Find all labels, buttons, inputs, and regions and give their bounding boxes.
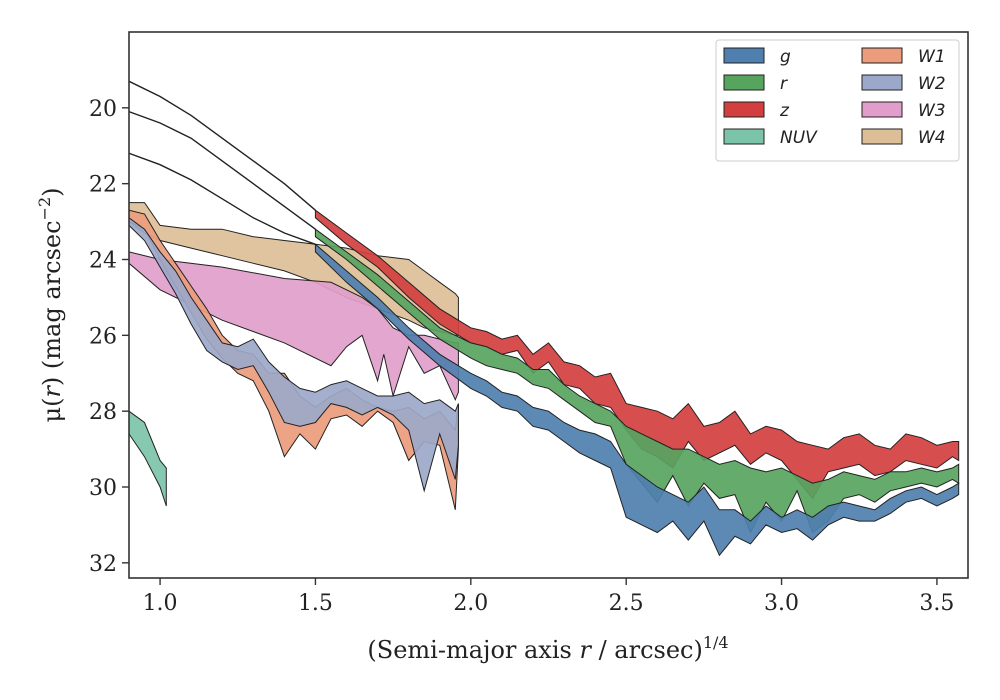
band-g xyxy=(314,243,960,557)
y-tick-label: 24 xyxy=(89,249,117,274)
legend-label-r: r xyxy=(780,74,788,94)
y-axis: 20 22 24 26 28 30 32 xyxy=(89,97,129,577)
legend-label-w3: W3 xyxy=(918,101,946,121)
x-axis: 1.0 1.5 2.0 2.5 3.0 3.5 xyxy=(143,578,954,616)
y-axis-label: μ(r) (mag arcsec−2) xyxy=(35,187,66,422)
band-w2 xyxy=(129,217,459,493)
legend-swatch-g xyxy=(723,47,765,64)
legend-swatch-nuv xyxy=(723,128,765,145)
legend-swatch-z xyxy=(723,101,765,118)
y-tick-label: 26 xyxy=(89,324,117,349)
legend-swatch-r xyxy=(723,74,765,91)
x-tick-label: 3.0 xyxy=(764,591,799,616)
legend-swatch-w2 xyxy=(861,74,903,91)
profile-line-1 xyxy=(129,80,316,211)
plot-frame xyxy=(128,31,969,579)
x-tick-label: 1.0 xyxy=(143,591,178,616)
profile-line-2 xyxy=(129,110,316,230)
profile-line-3 xyxy=(129,152,316,245)
legend-swatch-w4 xyxy=(861,128,903,145)
x-tick-label: 1.5 xyxy=(298,591,333,616)
legend: grz NUV W1 W2 W3 W4 xyxy=(715,39,960,162)
profile-line-layer xyxy=(129,80,316,245)
y-tick-label: 20 xyxy=(89,97,117,122)
x-tick-label: 2.5 xyxy=(609,591,644,616)
legend-label-z: z xyxy=(779,101,790,121)
band-layer xyxy=(129,202,960,557)
legend-label-g: g xyxy=(780,47,791,67)
y-tick-label: 32 xyxy=(89,552,117,577)
legend-label-w1: W1 xyxy=(918,47,946,67)
x-tick-label: 2.0 xyxy=(453,591,488,616)
x-axis-label: (Semi-major axis r / arcsec)1/4 xyxy=(367,633,728,664)
x-tick-label: 3.5 xyxy=(919,591,954,616)
legend-swatch-w1 xyxy=(861,47,903,64)
legend-label-w2: W2 xyxy=(918,74,946,94)
y-tick-label: 22 xyxy=(89,173,117,198)
band-w3 xyxy=(129,251,459,402)
legend-label-w4: W4 xyxy=(918,128,946,148)
y-tick-label: 28 xyxy=(89,400,117,425)
legend-swatch-w3 xyxy=(861,101,903,118)
band-nuv xyxy=(129,410,167,507)
legend-label-nuv: NUV xyxy=(780,128,818,148)
y-tick-label: 30 xyxy=(89,476,117,501)
